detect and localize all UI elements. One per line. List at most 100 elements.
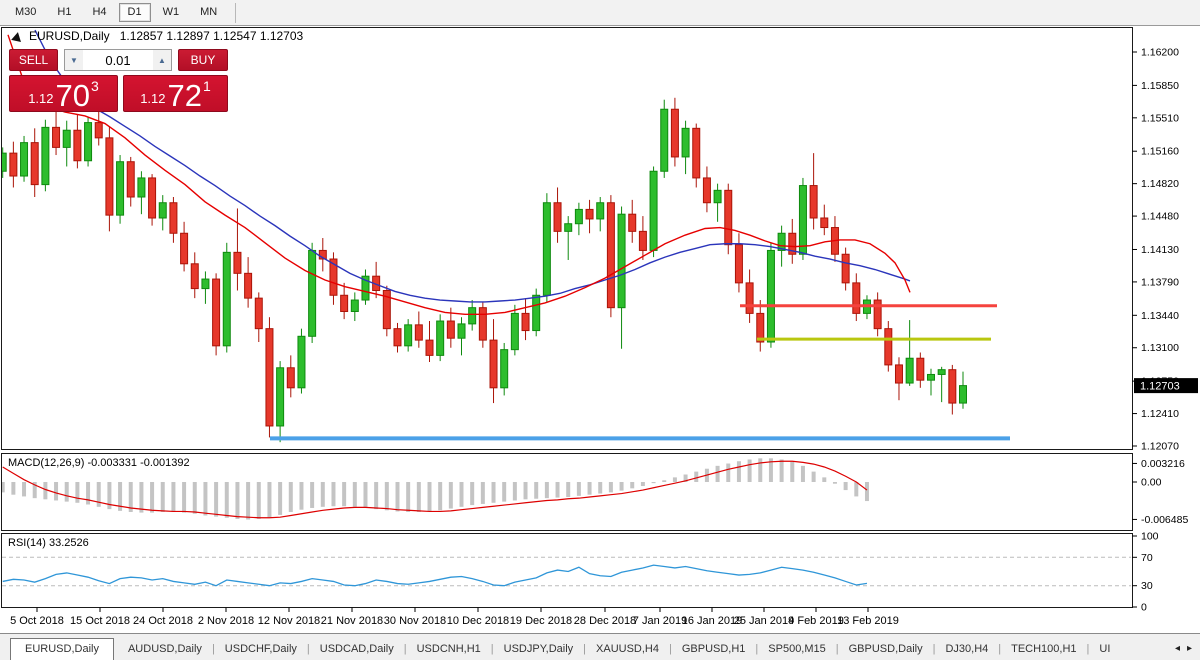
slow-ma-line [34,29,911,303]
chart-marker-icon [11,30,23,42]
svg-text:4 Feb 2019: 4 Feb 2019 [788,615,844,627]
svg-text:2 Nov 2018: 2 Nov 2018 [198,615,254,627]
sell-price-pipette: 3 [91,78,99,94]
fast-ma-line [7,34,911,316]
svg-text:1.16200: 1.16200 [1141,47,1179,59]
svg-text:1.13100: 1.13100 [1141,342,1179,354]
volume-input[interactable] [83,50,153,70]
tab-separator: | [1086,643,1090,655]
tab-scroll-controls: ◂ ▸ [1171,644,1200,660]
svg-text:7 Jan 2019: 7 Jan 2019 [633,615,687,627]
rsi-line [2,564,868,587]
tab-separator: | [668,643,672,655]
tab-separator: | [403,643,407,655]
tab-separator: | [583,643,587,655]
period-button-mn[interactable]: MN [200,6,218,18]
period-button-h1[interactable]: H1 [57,6,72,18]
svg-text:100: 100 [1141,531,1159,543]
chart-tab-gbpusd-h1[interactable]: GBPUSD,H1 [681,643,746,655]
sell-button[interactable]: SELL [9,49,58,71]
svg-text:1.14130: 1.14130 [1141,244,1179,256]
svg-text:1.15160: 1.15160 [1141,146,1179,158]
chart-tab-ui[interactable]: UI [1099,643,1111,655]
period-button-h4[interactable]: H4 [92,6,107,18]
one-click-trading-panel: SELL ▼ ▲ BUY 1.12 70 3 1.12 72 1 [9,49,228,112]
candles-layer [2,97,967,443]
price-axis: 1.16200 1.15850 1.15510 1.15160 1.14820 1.144… [1132,47,1188,614]
period-button-w1[interactable]: W1 [162,6,180,18]
chart-tab-usdcad-daily[interactable]: USDCAD,Daily [319,643,394,655]
date-axis: 5 Oct 2018 15 Oct 2018 24 Oct 2018 2 Nov 20… [10,607,899,627]
buy-price-pipette: 1 [203,78,211,94]
buy-price-prefix: 1.12 [140,91,166,106]
chart-tab-eurusd-daily[interactable]: EURUSD,Daily [10,638,114,660]
svg-text:-0.006485: -0.006485 [1141,514,1188,526]
svg-text:19 Dec 2018: 19 Dec 2018 [510,615,572,627]
tabs-scroll-left-button[interactable]: ◂ [1174,643,1180,654]
chart-tab-dj30-h4[interactable]: DJ30,H4 [945,643,989,655]
tabs-scroll-right-button[interactable]: ▸ [1186,643,1192,654]
sell-price-button[interactable]: 1.12 70 3 [9,75,118,112]
current-price-badge: 1.12703 [1134,378,1198,394]
svg-text:24 Oct 2018: 24 Oct 2018 [133,615,193,627]
buy-button[interactable]: BUY [178,49,228,71]
svg-text:21 Nov 2018: 21 Nov 2018 [321,615,383,627]
svg-text:28 Dec 2018: 28 Dec 2018 [574,615,636,627]
period-button-m30[interactable]: M30 [15,6,37,18]
tab-separator: | [998,643,1002,655]
tab-separator: | [306,643,310,655]
svg-text:10 Dec 2018: 10 Dec 2018 [447,615,509,627]
chart-tab-xauusd-h4[interactable]: XAUUSD,H4 [596,643,659,655]
tab-separator: | [932,643,936,655]
svg-text:30: 30 [1141,580,1153,592]
svg-text:1.13790: 1.13790 [1141,276,1179,288]
chart-tab-usdjpy-daily[interactable]: USDJPY,Daily [503,643,574,655]
svg-text:1.15850: 1.15850 [1141,80,1179,92]
chart-tab-bar: EURUSD,Daily AUDUSD,Daily | USDCHF,Daily | US… [0,633,1200,660]
svg-text:13 Feb 2019: 13 Feb 2019 [837,615,899,627]
buy-price-button[interactable]: 1.12 72 1 [123,75,228,112]
period-button-d1[interactable]: D1 [118,3,151,22]
sell-price-major: 70 [55,77,90,113]
chart-tab-tech100-h1[interactable]: TECH100,H1 [1011,643,1077,655]
volume-decrease-button[interactable]: ▼ [65,50,83,70]
toolbar-divider [235,2,237,23]
chart-tab-sp500-m15[interactable]: SP500,M15 [768,643,826,655]
period-toolbar: M30 H1 H4 D1 W1 MN [0,0,1200,26]
chart-ohlc-values: 1.12857 1.12897 1.12547 1.12703 [119,29,304,43]
svg-text:5 Oct 2018: 5 Oct 2018 [10,615,64,627]
buy-price-major: 72 [167,77,202,113]
tab-separator: | [211,643,215,655]
svg-text:1.14820: 1.14820 [1141,178,1179,190]
svg-text:1.12410: 1.12410 [1141,408,1179,420]
svg-text:25 Jan 2019: 25 Jan 2019 [734,615,795,627]
sell-price-prefix: 1.12 [28,91,54,106]
svg-text:1.15510: 1.15510 [1141,112,1179,124]
chart-tab-audusd-daily[interactable]: AUDUSD,Daily [127,643,202,655]
chart-tab-gbpusd-daily[interactable]: GBPUSD,Daily [848,643,923,655]
svg-text:1.14480: 1.14480 [1141,211,1179,223]
chart-tab-usdchf-daily[interactable]: USDCHF,Daily [224,643,297,655]
svg-text:1.12070: 1.12070 [1141,441,1179,453]
tab-separator: | [835,643,839,655]
macd-signal-line [2,460,868,519]
chart-title: EURUSD,Daily 1.12857 1.12897 1.12547 1.1… [11,29,304,43]
tab-separator: | [755,643,759,655]
svg-text:12 Nov 2018: 12 Nov 2018 [258,615,320,627]
chart-tab-usdcnh-h1[interactable]: USDCNH,H1 [416,643,481,655]
svg-text:1.13440: 1.13440 [1141,310,1179,322]
tab-separator: | [490,643,494,655]
volume-stepper: ▼ ▲ [64,49,172,71]
macd-panel [2,458,869,520]
svg-text:0.00: 0.00 [1141,477,1162,489]
svg-text:16 Jan 2019: 16 Jan 2019 [682,615,743,627]
svg-text:15 Oct 2018: 15 Oct 2018 [70,615,130,627]
svg-text:0: 0 [1141,602,1147,614]
volume-increase-button[interactable]: ▲ [153,50,171,70]
svg-text:70: 70 [1141,552,1153,564]
rsi-label: RSI(14) 33.2526 [8,537,89,549]
svg-text:0.003216: 0.003216 [1141,458,1185,470]
svg-text:30 Nov 2018: 30 Nov 2018 [384,615,446,627]
